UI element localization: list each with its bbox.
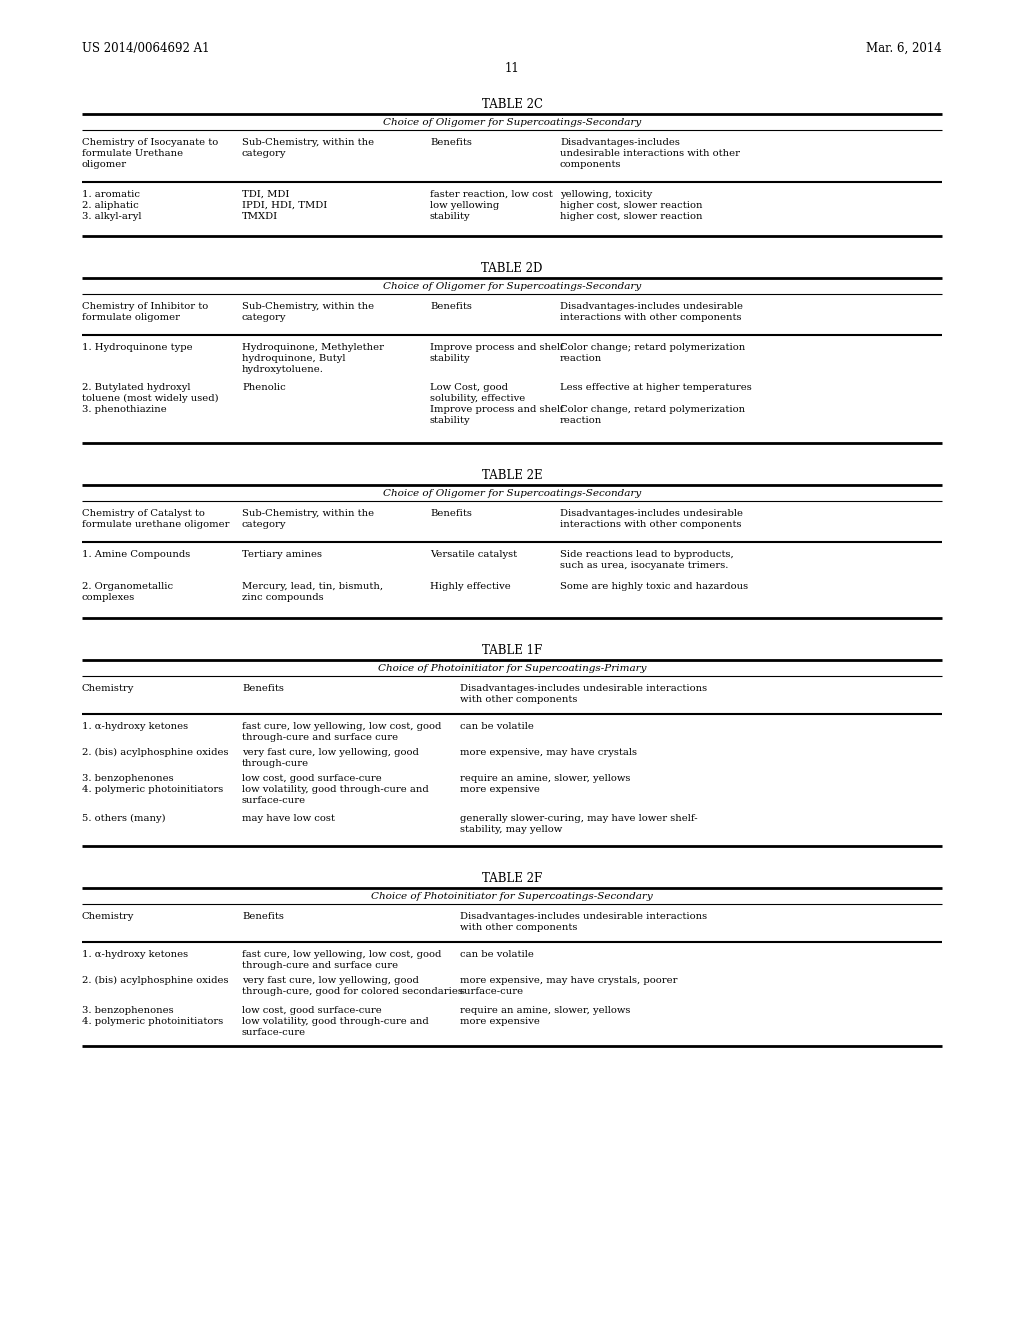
Text: TABLE 2E: TABLE 2E xyxy=(481,469,543,482)
Text: Benefits: Benefits xyxy=(242,684,284,693)
Text: generally slower-curing, may have lower shelf-
stability, may yellow: generally slower-curing, may have lower … xyxy=(460,814,697,834)
Text: Sub-Chemistry, within the
category: Sub-Chemistry, within the category xyxy=(242,302,374,322)
Text: 3. benzophenones
4. polymeric photoinitiators: 3. benzophenones 4. polymeric photoiniti… xyxy=(82,774,223,795)
Text: Choice of Photoinitiator for Supercoatings-Secondary: Choice of Photoinitiator for Supercoatin… xyxy=(371,892,653,902)
Text: more expensive, may have crystals: more expensive, may have crystals xyxy=(460,748,637,756)
Text: 1. α-hydroxy ketones: 1. α-hydroxy ketones xyxy=(82,950,188,960)
Text: Versatile catalyst: Versatile catalyst xyxy=(430,550,517,558)
Text: Disadvantages-includes
undesirable interactions with other
components: Disadvantages-includes undesirable inter… xyxy=(560,139,740,169)
Text: 1. aromatic
2. aliphatic
3. alkyl-aryl: 1. aromatic 2. aliphatic 3. alkyl-aryl xyxy=(82,190,141,222)
Text: 2. Organometallic
complexes: 2. Organometallic complexes xyxy=(82,582,173,602)
Text: Mercury, lead, tin, bismuth,
zinc compounds: Mercury, lead, tin, bismuth, zinc compou… xyxy=(242,582,383,602)
Text: TDI, MDI
IPDI, HDI, TMDI
TMXDI: TDI, MDI IPDI, HDI, TMDI TMXDI xyxy=(242,190,328,222)
Text: yellowing, toxicity
higher cost, slower reaction
higher cost, slower reaction: yellowing, toxicity higher cost, slower … xyxy=(560,190,702,222)
Text: US 2014/0064692 A1: US 2014/0064692 A1 xyxy=(82,42,210,55)
Text: Chemistry: Chemistry xyxy=(82,684,134,693)
Text: can be volatile: can be volatile xyxy=(460,950,534,960)
Text: Benefits: Benefits xyxy=(430,510,472,517)
Text: Tertiary amines: Tertiary amines xyxy=(242,550,322,558)
Text: Chemistry: Chemistry xyxy=(82,912,134,921)
Text: 1. Amine Compounds: 1. Amine Compounds xyxy=(82,550,190,558)
Text: 1. Hydroquinone type: 1. Hydroquinone type xyxy=(82,343,193,352)
Text: Benefits: Benefits xyxy=(242,912,284,921)
Text: Sub-Chemistry, within the
category: Sub-Chemistry, within the category xyxy=(242,139,374,158)
Text: Disadvantages-includes undesirable
interactions with other components: Disadvantages-includes undesirable inter… xyxy=(560,302,743,322)
Text: TABLE 2C: TABLE 2C xyxy=(481,98,543,111)
Text: 2. (bis) acylphosphine oxides: 2. (bis) acylphosphine oxides xyxy=(82,975,228,985)
Text: Benefits: Benefits xyxy=(430,139,472,147)
Text: Choice of Oligomer for Supercoatings-Secondary: Choice of Oligomer for Supercoatings-Sec… xyxy=(383,117,641,127)
Text: 5. others (many): 5. others (many) xyxy=(82,814,166,824)
Text: 2. Butylated hydroxyl
toluene (most widely used)
3. phenothiazine: 2. Butylated hydroxyl toluene (most wide… xyxy=(82,383,219,414)
Text: very fast cure, low yellowing, good
through-cure, good for colored secondaries: very fast cure, low yellowing, good thro… xyxy=(242,975,463,997)
Text: 11: 11 xyxy=(505,62,519,75)
Text: TABLE 2F: TABLE 2F xyxy=(482,873,542,884)
Text: Chemistry of Isocyanate to
formulate Urethane
oligomer: Chemistry of Isocyanate to formulate Ure… xyxy=(82,139,218,169)
Text: 2. (bis) acylphosphine oxides: 2. (bis) acylphosphine oxides xyxy=(82,748,228,758)
Text: Less effective at higher temperatures

Color change, retard polymerization
react: Less effective at higher temperatures Co… xyxy=(560,383,752,425)
Text: Choice of Photoinitiator for Supercoatings-Primary: Choice of Photoinitiator for Supercoatin… xyxy=(378,664,646,673)
Text: Phenolic: Phenolic xyxy=(242,383,286,392)
Text: Hydroquinone, Methylether
hydroquinone, Butyl
hydroxytoluene.: Hydroquinone, Methylether hydroquinone, … xyxy=(242,343,384,374)
Text: Color change; retard polymerization
reaction: Color change; retard polymerization reac… xyxy=(560,343,745,363)
Text: Low Cost, good
solubility, effective
Improve process and shelf
stability: Low Cost, good solubility, effective Imp… xyxy=(430,383,564,425)
Text: TABLE 1F: TABLE 1F xyxy=(482,644,542,657)
Text: Choice of Oligomer for Supercoatings-Secondary: Choice of Oligomer for Supercoatings-Sec… xyxy=(383,282,641,290)
Text: Benefits: Benefits xyxy=(430,302,472,312)
Text: Disadvantages-includes undesirable interactions
with other components: Disadvantages-includes undesirable inter… xyxy=(460,684,708,704)
Text: fast cure, low yellowing, low cost, good
through-cure and surface cure: fast cure, low yellowing, low cost, good… xyxy=(242,722,441,742)
Text: may have low cost: may have low cost xyxy=(242,814,335,822)
Text: require an amine, slower, yellows
more expensive: require an amine, slower, yellows more e… xyxy=(460,774,631,795)
Text: fast cure, low yellowing, low cost, good
through-cure and surface cure: fast cure, low yellowing, low cost, good… xyxy=(242,950,441,970)
Text: Side reactions lead to byproducts,
such as urea, isocyanate trimers.: Side reactions lead to byproducts, such … xyxy=(560,550,734,570)
Text: TABLE 2D: TABLE 2D xyxy=(481,261,543,275)
Text: Disadvantages-includes undesirable
interactions with other components: Disadvantages-includes undesirable inter… xyxy=(560,510,743,529)
Text: Chemistry of Catalyst to
formulate urethane oligomer: Chemistry of Catalyst to formulate ureth… xyxy=(82,510,229,529)
Text: Choice of Oligomer for Supercoatings-Secondary: Choice of Oligomer for Supercoatings-Sec… xyxy=(383,488,641,498)
Text: more expensive, may have crystals, poorer
surface-cure: more expensive, may have crystals, poore… xyxy=(460,975,678,997)
Text: very fast cure, low yellowing, good
through-cure: very fast cure, low yellowing, good thro… xyxy=(242,748,419,768)
Text: Mar. 6, 2014: Mar. 6, 2014 xyxy=(866,42,942,55)
Text: Disadvantages-includes undesirable interactions
with other components: Disadvantages-includes undesirable inter… xyxy=(460,912,708,932)
Text: low cost, good surface-cure
low volatility, good through-cure and
surface-cure: low cost, good surface-cure low volatili… xyxy=(242,1006,429,1038)
Text: Highly effective: Highly effective xyxy=(430,582,511,591)
Text: require an amine, slower, yellows
more expensive: require an amine, slower, yellows more e… xyxy=(460,1006,631,1026)
Text: Some are highly toxic and hazardous: Some are highly toxic and hazardous xyxy=(560,582,749,591)
Text: faster reaction, low cost
low yellowing
stability: faster reaction, low cost low yellowing … xyxy=(430,190,553,222)
Text: Chemistry of Inhibitor to
formulate oligomer: Chemistry of Inhibitor to formulate olig… xyxy=(82,302,208,322)
Text: Improve process and shelf
stability: Improve process and shelf stability xyxy=(430,343,564,363)
Text: 3. benzophenones
4. polymeric photoinitiators: 3. benzophenones 4. polymeric photoiniti… xyxy=(82,1006,223,1026)
Text: 1. α-hydroxy ketones: 1. α-hydroxy ketones xyxy=(82,722,188,731)
Text: low cost, good surface-cure
low volatility, good through-cure and
surface-cure: low cost, good surface-cure low volatili… xyxy=(242,774,429,805)
Text: can be volatile: can be volatile xyxy=(460,722,534,731)
Text: Sub-Chemistry, within the
category: Sub-Chemistry, within the category xyxy=(242,510,374,529)
